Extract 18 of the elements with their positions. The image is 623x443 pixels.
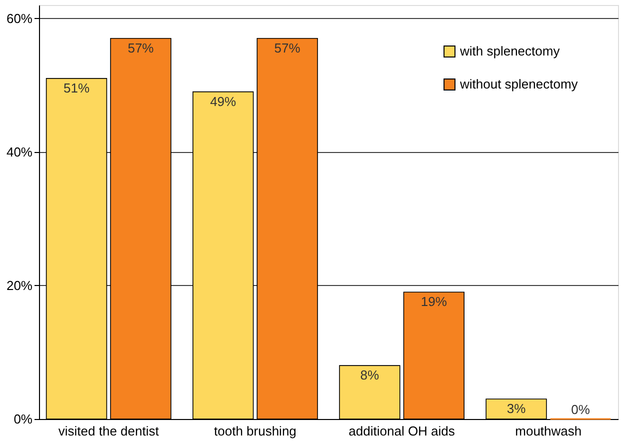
x-tick-label: tooth brushing — [214, 424, 296, 438]
data-label: 51% — [64, 80, 90, 96]
data-label: 57% — [274, 40, 301, 56]
data-label: 8% — [360, 368, 380, 383]
y-tick-label: 20% — [6, 278, 33, 293]
data-label: 0% — [571, 402, 590, 417]
legend-label: with splenectomy — [459, 44, 560, 58]
y-tick-label: 40% — [6, 144, 33, 160]
x-tick-label: visited the dentist — [58, 424, 160, 438]
y-tick-label: 60% — [6, 10, 33, 26]
data-label: 49% — [210, 94, 237, 109]
y-tick-label: 0% — [14, 412, 33, 426]
legend-label: without splenectomy — [459, 76, 578, 92]
data-label: 19% — [420, 294, 448, 310]
data-label: 3% — [506, 400, 526, 416]
x-tick-label: mouthwash — [515, 424, 582, 438]
x-tick-label: additional OH aids — [348, 424, 456, 438]
data-label: 57% — [128, 40, 154, 56]
